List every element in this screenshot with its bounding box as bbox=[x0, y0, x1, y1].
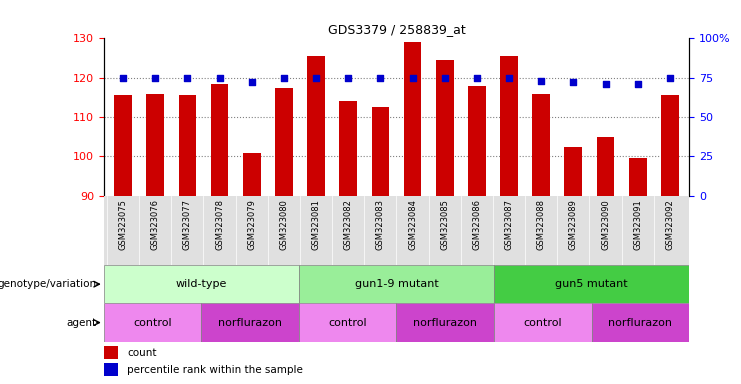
Text: agent: agent bbox=[66, 318, 96, 328]
Text: GSM323076: GSM323076 bbox=[150, 199, 160, 250]
Bar bbox=[104, 346, 119, 359]
Point bbox=[374, 74, 386, 81]
Bar bbox=[210, 84, 228, 196]
Text: GSM323077: GSM323077 bbox=[183, 199, 192, 250]
Text: norflurazon: norflurazon bbox=[413, 318, 477, 328]
Bar bbox=[179, 96, 196, 196]
Bar bbox=[661, 96, 679, 196]
Text: GSM323084: GSM323084 bbox=[408, 199, 417, 250]
Bar bbox=[597, 137, 614, 196]
Text: control: control bbox=[133, 318, 172, 328]
Point bbox=[149, 74, 161, 81]
Point bbox=[599, 81, 611, 87]
Point bbox=[535, 78, 547, 84]
Text: GSM323083: GSM323083 bbox=[376, 199, 385, 250]
Text: GSM323081: GSM323081 bbox=[311, 199, 321, 250]
Point bbox=[342, 74, 354, 81]
Bar bbox=[500, 56, 518, 196]
Bar bbox=[532, 93, 550, 196]
Text: control: control bbox=[523, 318, 562, 328]
Bar bbox=[104, 363, 119, 376]
Bar bbox=[404, 42, 422, 196]
Bar bbox=[275, 88, 293, 196]
Point bbox=[117, 74, 129, 81]
Text: GSM323088: GSM323088 bbox=[536, 199, 545, 250]
Point bbox=[407, 74, 419, 81]
Point bbox=[664, 74, 676, 81]
Bar bbox=[104, 303, 202, 342]
Text: percentile rank within the sample: percentile rank within the sample bbox=[127, 365, 303, 375]
Point bbox=[182, 74, 193, 81]
Text: count: count bbox=[127, 348, 156, 358]
Bar bbox=[308, 56, 325, 196]
Title: GDS3379 / 258839_at: GDS3379 / 258839_at bbox=[328, 23, 465, 36]
Point bbox=[471, 74, 483, 81]
Text: GSM323080: GSM323080 bbox=[279, 199, 288, 250]
Point bbox=[632, 81, 644, 87]
Bar bbox=[104, 265, 299, 303]
Bar bbox=[436, 60, 453, 196]
Point bbox=[568, 79, 579, 86]
Text: control: control bbox=[328, 318, 367, 328]
Bar bbox=[243, 152, 261, 196]
Text: GSM323082: GSM323082 bbox=[344, 199, 353, 250]
Text: gun1-9 mutant: gun1-9 mutant bbox=[354, 279, 439, 289]
Bar bbox=[147, 93, 164, 196]
Bar bbox=[629, 159, 646, 196]
Text: wild-type: wild-type bbox=[176, 279, 227, 289]
Bar bbox=[371, 107, 389, 196]
Text: GSM323090: GSM323090 bbox=[601, 199, 610, 250]
Bar bbox=[494, 265, 689, 303]
Text: GSM323089: GSM323089 bbox=[569, 199, 578, 250]
Text: GSM323087: GSM323087 bbox=[505, 199, 514, 250]
Bar bbox=[114, 96, 132, 196]
Bar bbox=[494, 303, 591, 342]
Point bbox=[310, 74, 322, 81]
Bar bbox=[339, 101, 357, 196]
Text: GSM323078: GSM323078 bbox=[215, 199, 224, 250]
Bar bbox=[202, 303, 299, 342]
Bar bbox=[468, 86, 485, 196]
Text: GSM323079: GSM323079 bbox=[247, 199, 256, 250]
Text: norflurazon: norflurazon bbox=[218, 318, 282, 328]
Point bbox=[213, 74, 225, 81]
Text: genotype/variation: genotype/variation bbox=[0, 279, 96, 289]
Text: GSM323085: GSM323085 bbox=[440, 199, 449, 250]
Point bbox=[439, 74, 451, 81]
Bar bbox=[299, 265, 494, 303]
Point bbox=[503, 74, 515, 81]
Text: gun5 mutant: gun5 mutant bbox=[555, 279, 628, 289]
Bar bbox=[396, 303, 494, 342]
Bar bbox=[591, 303, 689, 342]
Text: GSM323075: GSM323075 bbox=[119, 199, 127, 250]
Point bbox=[246, 79, 258, 86]
Point bbox=[278, 74, 290, 81]
Text: GSM323086: GSM323086 bbox=[472, 199, 482, 250]
Text: GSM323092: GSM323092 bbox=[665, 199, 674, 250]
Text: GSM323091: GSM323091 bbox=[633, 199, 642, 250]
Text: norflurazon: norflurazon bbox=[608, 318, 672, 328]
Bar bbox=[299, 303, 396, 342]
Bar bbox=[565, 147, 582, 196]
